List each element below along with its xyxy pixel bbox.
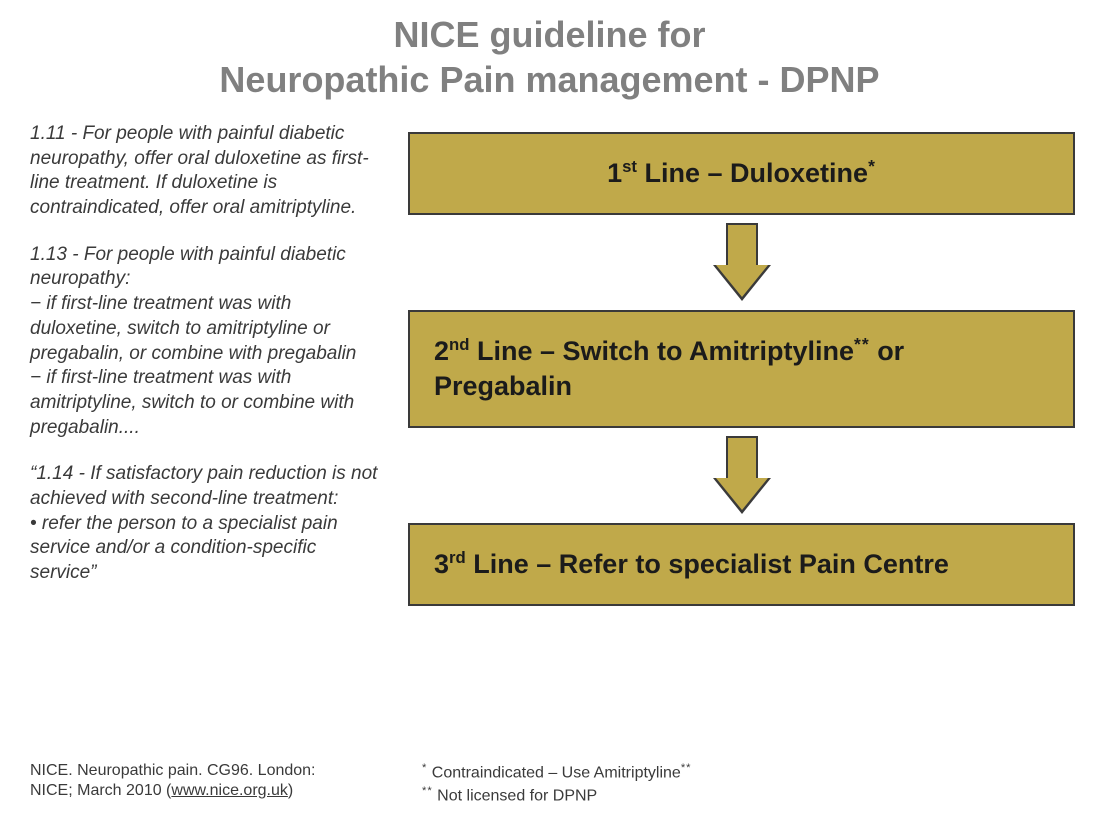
flow-box-3-ord: 3 <box>434 549 449 579</box>
footnote-1-trailing-mark: ** <box>681 762 692 774</box>
flowchart: 1st Line – Duloxetine* 2nd Line – Switch… <box>408 122 1075 608</box>
flow-box-3rd-line: 3rd Line – Refer to specialist Pain Cent… <box>408 523 1075 606</box>
footnote-1-text: Contraindicated – Use Amitriptyline <box>427 764 680 781</box>
flow-box-3-text: Line – Refer to specialist Pain Centre <box>466 549 949 579</box>
citation-post: ) <box>288 782 293 799</box>
flow-box-2-ord-suffix: nd <box>449 335 469 354</box>
flow-box-2nd-line: 2nd Line – Switch to Amitriptyline** or … <box>408 310 1075 428</box>
flow-box-1st-line: 1st Line – Duloxetine* <box>408 132 1075 215</box>
flow-box-2-ord: 2 <box>434 336 449 366</box>
title-line-1: NICE guideline for <box>0 12 1099 57</box>
flow-box-1-text: Line – Duloxetine <box>637 158 868 188</box>
flow-arrow-2 <box>408 428 1075 523</box>
slide-title: NICE guideline for Neuropathic Pain mana… <box>0 0 1099 102</box>
footnote-2-mark: ** <box>422 785 433 797</box>
citation-link[interactable]: www.nice.org.uk <box>171 782 288 799</box>
note-1-13-bullet-2: − if first-line treatment was with amitr… <box>30 367 354 437</box>
note-1-13: 1.13 - For people with painful diabetic … <box>30 243 380 441</box>
flow-box-1-ord-suffix: st <box>622 157 637 176</box>
citation: NICE. Neuropathic pain. CG96. London: NI… <box>30 761 360 807</box>
arrow-down-icon <box>713 436 771 516</box>
flow-box-3-ord-suffix: rd <box>449 548 466 567</box>
footnote-1: * Contraindicated – Use Amitriptyline** <box>422 761 1075 784</box>
footnote-2: ** Not licensed for DPNP <box>422 784 1075 807</box>
note-1-11: 1.11 - For people with painful diabetic … <box>30 122 380 221</box>
guideline-notes: 1.11 - For people with painful diabetic … <box>30 122 380 608</box>
note-1-13-bullet-1: − if first-line treatment was with dulox… <box>30 293 356 363</box>
flow-box-1-asterisk: * <box>868 156 876 176</box>
note-1-14-bullet-1: • refer the person to a specialist pain … <box>30 513 338 583</box>
flow-arrow-1 <box>408 215 1075 310</box>
flow-box-2-asterisk: ** <box>854 334 870 354</box>
note-1-14-lead: “1.14 - If satisfactory pain reduction i… <box>30 463 377 509</box>
footnote-2-text: Not licensed for DPNP <box>433 787 598 804</box>
note-1-13-lead: 1.13 - For people with painful diabetic … <box>30 244 346 290</box>
note-1-14: “1.14 - If satisfactory pain reduction i… <box>30 462 380 585</box>
flow-box-2-text: Line – Switch to Amitriptyline <box>469 336 854 366</box>
title-line-2: Neuropathic Pain management - DPNP <box>0 57 1099 102</box>
arrow-down-icon <box>713 223 771 303</box>
footer: NICE. Neuropathic pain. CG96. London: NI… <box>30 761 1075 807</box>
footnotes: * Contraindicated – Use Amitriptyline** … <box>422 761 1075 807</box>
flow-box-1-ord: 1 <box>607 158 622 188</box>
